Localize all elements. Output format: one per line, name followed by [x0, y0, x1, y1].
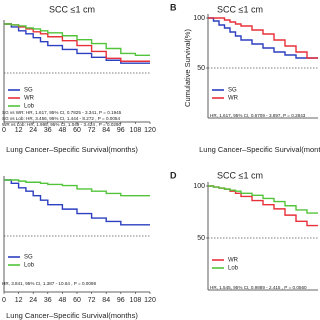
x-tick-label: 120	[144, 127, 156, 134]
x-tick-label: 12	[15, 297, 23, 304]
survival-curve	[4, 23, 150, 64]
x-tick-label: 0	[2, 297, 6, 304]
legend-label: WR	[228, 96, 239, 102]
y-tick-label: 50	[197, 235, 205, 242]
x-tick-label: 24	[29, 297, 37, 304]
annotation: SG vs Lob: HR, 3.456, 95% CI, 1.444 - 8.…	[2, 116, 120, 121]
x-axis-label: Lung Cancer–Specific Survival(months)	[6, 311, 138, 320]
annotation: HR, 1.545, 95% CI, 0.9889 - 2.415 , P = …	[210, 285, 307, 290]
survival-curve	[4, 179, 150, 197]
x-tick-label: 108	[130, 127, 142, 134]
x-tick-label: 60	[73, 297, 81, 304]
annotation: HR, 1.617, 95% CI, 0.6709 - 3.897, P = 0…	[210, 113, 306, 118]
x-tick-label: 96	[117, 297, 125, 304]
x-tick-label: 36	[44, 297, 52, 304]
legend-label: SG	[24, 255, 33, 261]
x-tick-label: 36	[44, 127, 52, 134]
x-tick-label: 120	[144, 297, 156, 304]
chart-title: SCC ≤1 cm	[49, 4, 95, 14]
survival-curve	[4, 23, 150, 62]
x-tick-label: 60	[73, 127, 81, 134]
y-tick-label: 50	[197, 65, 205, 72]
survival-curve	[208, 17, 318, 59]
legend-label: Lob	[228, 266, 239, 272]
x-tick-label: 108	[130, 297, 142, 304]
legend-label: Lob	[24, 263, 35, 269]
x-tick-label: 72	[88, 297, 96, 304]
y-tick-label: 100	[193, 15, 205, 22]
panel-label: D	[170, 170, 177, 180]
annotation: SG vs WR: HR, 1.617, 95% CI, 0.7825 - 3.…	[2, 110, 122, 115]
chart-title: SCC ≤1 cm	[217, 4, 263, 14]
annotation: WR vs Lob: HR, 1.995, 95% CI, 1.049 - 3.…	[2, 122, 121, 127]
y-tick-label: 100	[193, 183, 205, 190]
x-tick-label: 96	[117, 127, 125, 134]
legend-label: WR	[24, 96, 35, 102]
x-tick-label: 0	[2, 127, 6, 134]
x-tick-label: 24	[29, 127, 37, 134]
x-tick-label: 48	[59, 297, 67, 304]
survival-curve	[4, 23, 150, 57]
survival-curve	[208, 185, 318, 214]
panel-label: B	[170, 2, 177, 12]
y-axis-label: Cumulative Survival(%)	[183, 29, 192, 107]
x-tick-label: 84	[102, 127, 110, 134]
legend-label: SG	[24, 88, 33, 94]
survival-curve	[4, 179, 150, 226]
x-tick-label: 72	[88, 127, 96, 134]
survival-curve	[208, 17, 318, 59]
x-axis-label: Lung Cancer–Specific Survival(months)	[199, 145, 320, 154]
x-tick-label: 12	[15, 127, 23, 134]
legend-label: SG	[228, 88, 237, 94]
legend-label: WR	[228, 258, 239, 264]
survival-curve	[208, 185, 318, 227]
x-tick-label: 48	[59, 127, 67, 134]
chart-title: SCC ≤1 cm	[217, 170, 263, 180]
x-tick-label: 84	[102, 297, 110, 304]
x-axis-label: Lung Cancer–Specific Survival(months)	[6, 145, 138, 154]
legend-label: Lob	[24, 104, 35, 110]
annotation: HR, 3.841, 95% CI, 1.387 - 10.64 , P = 0…	[2, 281, 96, 286]
